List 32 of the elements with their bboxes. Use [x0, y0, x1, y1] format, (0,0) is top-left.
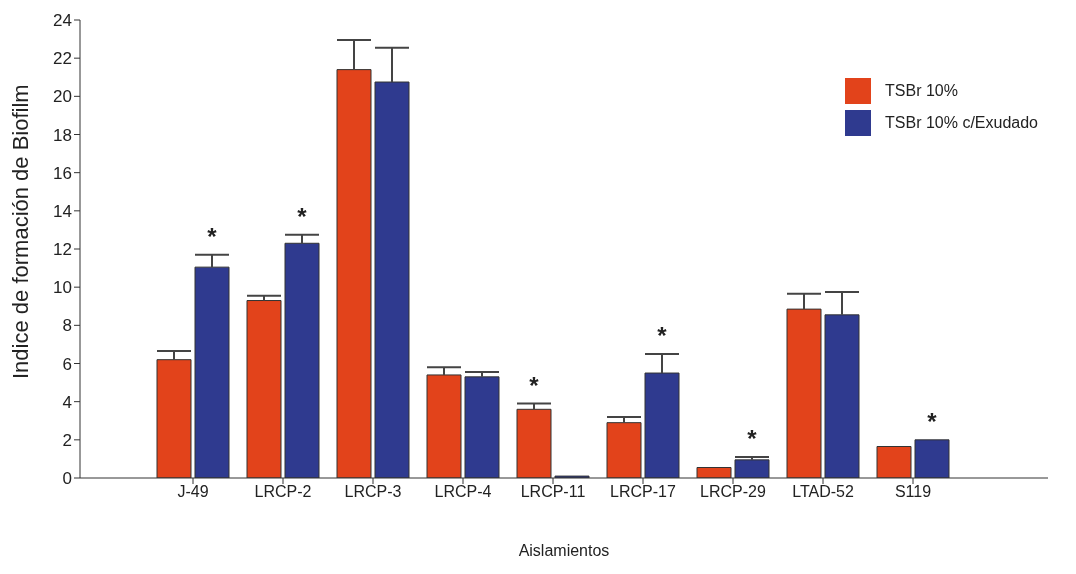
x-tick-label: LRCP-11 — [520, 483, 586, 501]
y-axis-title: Indice de formación de Biofilm — [7, 84, 33, 379]
annotation: * — [529, 371, 540, 399]
y-tick-label: 18 — [53, 125, 72, 145]
x-axis-title: Aislamientos — [518, 542, 610, 559]
y-tick-label: 2 — [62, 430, 72, 450]
x-tick-label: LRCP-29 — [700, 483, 766, 501]
x-tick-label: LRCP-4 — [434, 483, 492, 501]
legend-label: TSBr 10% c/Exudado — [885, 114, 1038, 132]
x-tick-label: LRCP-2 — [254, 483, 312, 501]
x-tick-label: LRCP-3 — [344, 483, 402, 501]
annotation: * — [927, 407, 938, 435]
y-tick-label: 8 — [62, 316, 72, 336]
x-tick-label: S119 — [894, 483, 932, 501]
legend-label: TSBr 10% — [885, 82, 958, 100]
annotation: * — [207, 222, 218, 250]
x-tick-label: J-49 — [177, 483, 209, 501]
annotation: * — [747, 425, 758, 453]
y-tick-label: 4 — [62, 392, 72, 412]
y-tick-label: 20 — [53, 87, 72, 107]
y-tick-label: 6 — [62, 354, 72, 374]
y-tick-label: 14 — [53, 201, 72, 221]
y-tick-label: 22 — [53, 49, 72, 69]
annotation: * — [297, 202, 308, 230]
y-tick-label: 24 — [53, 11, 72, 31]
y-tick-label: 10 — [53, 278, 72, 298]
y-tick-label: 16 — [53, 163, 72, 183]
x-tick-label: LRCP-17 — [610, 483, 676, 501]
y-tick-label: 0 — [62, 469, 72, 489]
y-tick-label: 12 — [53, 240, 72, 260]
x-tick-label: LTAD-52 — [792, 483, 854, 501]
annotation: * — [657, 321, 668, 349]
